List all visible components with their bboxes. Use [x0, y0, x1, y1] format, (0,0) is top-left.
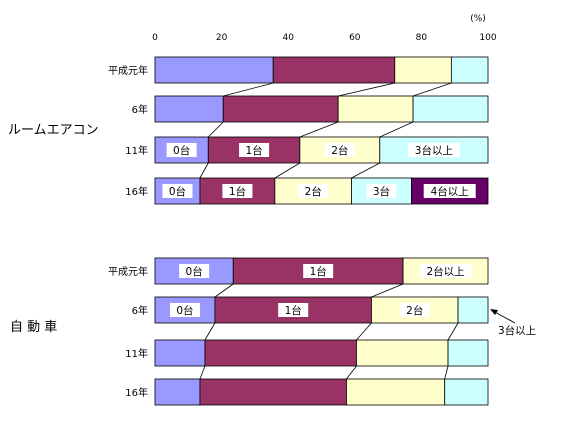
axis-tick-label: 60 — [349, 33, 361, 43]
segment-label-box — [366, 184, 397, 198]
connector-line — [214, 283, 234, 298]
segment-label: 1台 — [310, 265, 327, 278]
axis-unit-label: (%) — [470, 14, 486, 24]
bar-segment — [154, 378, 201, 406]
connector-line — [379, 121, 414, 138]
bar-segment — [154, 56, 274, 84]
connector-line — [338, 82, 395, 97]
row-label: 16年 — [125, 185, 148, 198]
connector-line — [199, 162, 209, 179]
connector-line — [371, 283, 404, 298]
segment-label: 0台 — [186, 265, 203, 278]
segment-label: 1台 — [229, 185, 246, 198]
row-label: 6年 — [132, 103, 148, 116]
connector-line — [299, 121, 339, 138]
bar-segment — [337, 95, 414, 123]
segment-label-box — [278, 303, 309, 317]
connector-line — [199, 365, 206, 380]
annotation-label: 3台以上 — [498, 324, 536, 337]
bar-segment — [457, 296, 489, 324]
segment-label: 0台 — [169, 185, 186, 198]
axis-tick-label: 20 — [216, 33, 228, 43]
connector-line — [351, 162, 380, 179]
segment-label: 3台 — [373, 185, 390, 198]
connector-line — [412, 82, 452, 97]
segment-label-box — [222, 184, 253, 198]
axis-tick-label: 40 — [282, 33, 294, 43]
annotation: 3台以上 — [490, 309, 536, 337]
connector-line — [447, 322, 459, 341]
bar-segment — [204, 339, 357, 367]
segment-label-box — [407, 143, 460, 157]
axis-tick-label: 0 — [152, 33, 158, 43]
bar-segment — [450, 56, 489, 84]
bar-segment — [154, 95, 224, 123]
bar-segment — [222, 95, 339, 123]
row-label: 16年 — [125, 386, 148, 399]
segment-label-box — [423, 184, 476, 198]
connector-line — [207, 121, 224, 138]
bar-segment — [346, 378, 446, 406]
annotation-arrow-head — [490, 309, 498, 315]
segment-label: 1台 — [285, 304, 302, 317]
segment-label-box — [324, 143, 355, 157]
connector-line — [356, 322, 372, 341]
connector-line — [204, 322, 216, 341]
segment-label: 2台 — [406, 304, 423, 317]
segment-label: 0台 — [176, 304, 193, 317]
bar-segment — [394, 56, 452, 84]
segment-label-box — [298, 184, 329, 198]
row-label: 6年 — [132, 304, 148, 317]
segment-label-box — [162, 184, 193, 198]
segment-label-box — [303, 264, 334, 278]
row-label: 平成元年 — [108, 265, 148, 278]
axis-tick-label: 100 — [479, 33, 496, 43]
bar-segment — [274, 177, 352, 205]
annotation-arrow-line — [492, 310, 516, 324]
connector-line — [223, 82, 274, 97]
row-label: 平成元年 — [108, 64, 148, 77]
percent-axis: 0 20 40 60 80 100 (%) — [152, 14, 497, 43]
segment-label: 2台以上 — [426, 265, 464, 278]
segment-label-box — [399, 303, 430, 317]
bar-segment — [447, 339, 489, 367]
bar-segment — [272, 56, 396, 84]
bar-segment — [154, 339, 206, 367]
bar-segment — [356, 339, 449, 367]
bar-segment — [444, 378, 489, 406]
segment-label-box — [166, 143, 197, 157]
segment-label: 2台 — [331, 144, 348, 157]
axis-tick-label: 80 — [416, 33, 428, 43]
segment-label-box — [419, 264, 472, 278]
bar-segment — [199, 378, 347, 406]
segment-label: 4台以上 — [431, 185, 469, 198]
segment-label-box — [169, 303, 200, 317]
segment-label-box — [179, 264, 210, 278]
segment-label: 3台以上 — [415, 144, 453, 157]
row-label: 11年 — [125, 347, 148, 360]
bars: 0台 1台 2台 3台以上 0台 1台 2台 3台 4台以上 0台 1台 2台以上 0台 1台 2台 — [154, 56, 489, 406]
connector-line — [444, 365, 449, 380]
group-label: ルームエアコン — [8, 123, 99, 138]
row-label: 11年 — [125, 144, 148, 157]
connector-line — [274, 162, 301, 179]
segment-label: 0台 — [173, 144, 190, 157]
connector-line — [346, 365, 357, 380]
bar-segment — [351, 177, 412, 205]
group-label: 自 動 車 — [10, 320, 57, 335]
segment-label: 1台 — [245, 144, 262, 157]
segment-label-box — [239, 143, 270, 157]
segment-label: 2台 — [305, 185, 322, 198]
bar-segment — [412, 95, 489, 123]
